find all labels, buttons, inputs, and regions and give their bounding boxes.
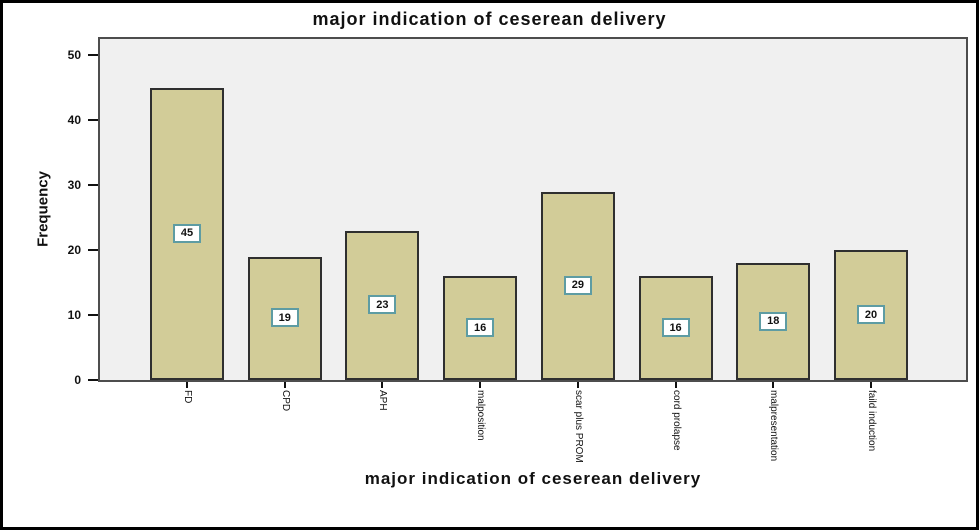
y-tick-mark <box>88 184 98 186</box>
y-tick-label: 30 <box>67 178 81 192</box>
bar-value-label: 29 <box>563 275 592 295</box>
bar-value-label: 16 <box>661 318 690 337</box>
x-axis-title: major indication of ceserean delivery <box>364 469 702 488</box>
y-tick-mark <box>88 249 98 251</box>
y-tick-label: 10 <box>67 308 81 322</box>
x-tick-mark <box>869 382 872 388</box>
x-tick-label: malpresentation <box>768 390 780 462</box>
x-tick-label: APH <box>377 390 389 411</box>
x-tick-label: FD <box>182 390 193 404</box>
bar <box>736 263 811 380</box>
x-tick-mark <box>186 382 188 388</box>
x-tick-mark <box>283 382 286 388</box>
x-tick-label: CPD <box>279 390 291 412</box>
y-tick-mark <box>88 54 98 56</box>
y-tick-label: 20 <box>67 243 81 257</box>
bar-value-label: 19 <box>270 308 299 328</box>
x-tick-mark <box>479 382 482 388</box>
bar-value-label: 18 <box>759 311 788 331</box>
x-tick-label: cord prolapse <box>670 390 682 451</box>
y-tick-mark <box>88 314 98 316</box>
bar-value-label: 23 <box>368 295 397 315</box>
x-tick-mark <box>576 382 579 388</box>
y-tick-mark <box>88 119 98 121</box>
y-tick-label: 0 <box>74 373 81 387</box>
x-tick-label: malposition <box>475 390 487 441</box>
y-tick-mark <box>88 379 98 381</box>
x-tick-mark <box>674 382 677 388</box>
y-tick-label: 50 <box>67 48 81 62</box>
x-tick-mark <box>772 382 775 388</box>
y-tick-label: 40 <box>67 113 81 127</box>
bar-value-label: 16 <box>466 318 495 337</box>
x-tick-label: scar plus PROM <box>572 390 584 463</box>
x-tick-mark <box>381 382 384 388</box>
plot-area <box>98 37 968 382</box>
chart-title: major indication of ceserean delivery <box>312 9 667 29</box>
x-tick-label: faild induction <box>865 390 877 452</box>
bar-value-label: 20 <box>856 305 885 324</box>
bar-value-label: 45 <box>173 223 201 243</box>
